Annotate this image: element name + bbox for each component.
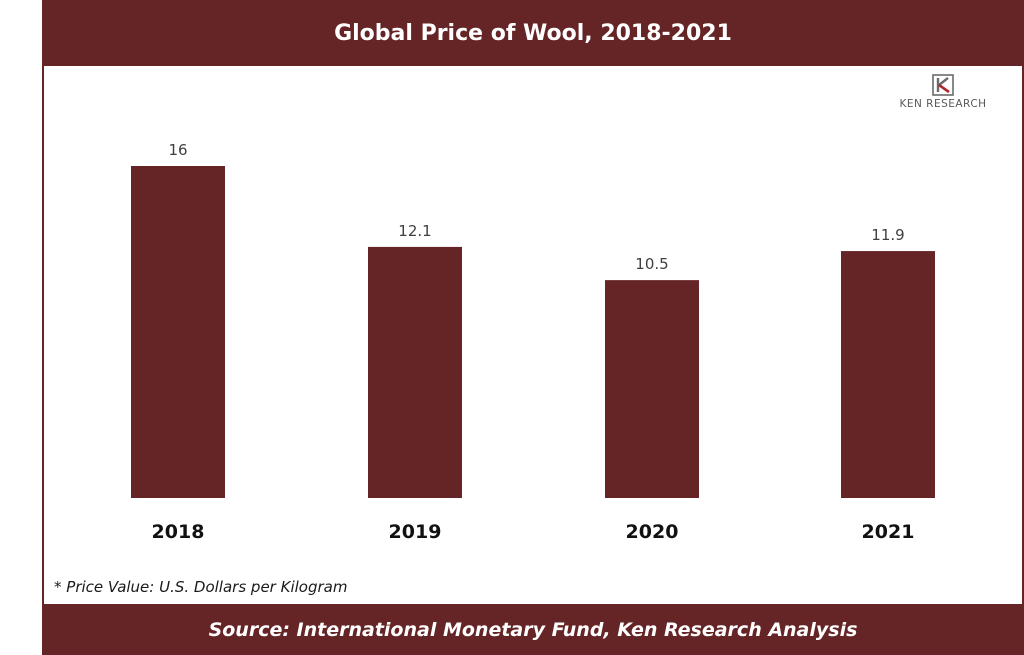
bar-2018 [131,166,225,498]
bar-chart: 16 2018 12.1 2019 10.5 2020 11.9 2021 [131,141,935,543]
ken-research-logo: KEN RESEARCH [878,72,1008,112]
chart-frame: Global Price of Wool, 2018-2021 KEN RESE… [42,0,1024,655]
data-label-2020: 10.5 [635,255,668,273]
x-tick-label-2021: 2021 [862,521,915,543]
bar-2021 [841,251,935,498]
data-label-2021: 11.9 [871,226,904,244]
x-tick-label-2018: 2018 [152,521,205,543]
source-note: Source: International Monetary Fund, Ken… [208,618,858,641]
data-label-2019: 12.1 [398,222,431,240]
data-label-2018: 16 [168,141,187,159]
chart-title: Global Price of Wool, 2018-2021 [334,20,732,46]
ken-research-wordmark: KEN RESEARCH [899,98,987,110]
chart-panel: KEN RESEARCH 16 2018 12.1 2019 10.5 2020 11.9 2… [44,66,1022,604]
ken-research-k-icon [932,74,954,96]
bar-2019 [368,246,462,498]
unit-footnote: * Price Value: U.S. Dollars per Kilogram [54,578,348,596]
bar-2020 [605,280,699,498]
x-tick-label-2019: 2019 [389,521,442,543]
x-tick-label-2020: 2020 [626,521,679,543]
